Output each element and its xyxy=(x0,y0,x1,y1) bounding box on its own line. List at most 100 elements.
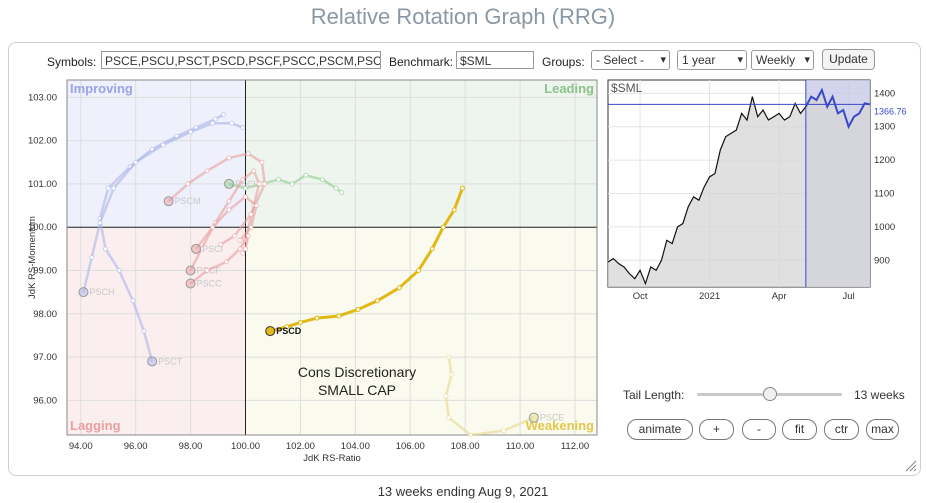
rrg-point xyxy=(237,237,243,243)
rrg-point xyxy=(221,112,227,118)
rrg-point xyxy=(102,246,108,252)
benchmark-chart: 900 1000 1100 1200 1300 1400 Oct 2021 Apr Jul 1366… xyxy=(607,79,907,302)
zoom-in-button[interactable]: + xyxy=(699,419,734,440)
rrg-point xyxy=(240,250,246,256)
rrg-point xyxy=(240,177,246,183)
rrg-point xyxy=(251,168,257,174)
rrg-symbol-label: PSCT xyxy=(158,356,183,366)
animate-button[interactable]: animate xyxy=(627,419,693,440)
rrg-point xyxy=(218,242,224,248)
rrg-point xyxy=(242,185,248,191)
rrg-point xyxy=(253,203,259,209)
tail-length-slider-knob[interactable] xyxy=(762,387,777,401)
rrg-point xyxy=(160,142,166,148)
rrg-symbol-label: PSCI xyxy=(202,244,223,254)
rrg-point xyxy=(130,298,136,304)
rrg-point xyxy=(275,177,281,183)
y-axis-label: JdK RS-Momentum xyxy=(27,216,38,299)
frequency-select-value: Weekly xyxy=(756,53,796,67)
rrg-head-pscf xyxy=(185,265,196,276)
rrg-point xyxy=(111,185,117,191)
rrg-point xyxy=(248,211,254,217)
rrg-point xyxy=(259,159,265,165)
rrg-point xyxy=(89,255,95,260)
quadrant-label-weakening: Weakening xyxy=(526,418,594,433)
x-axis-label: JdK RS-Ratio xyxy=(303,453,361,464)
rrg-head-pscu xyxy=(224,178,235,189)
x-tick-label: 96.00 xyxy=(124,441,148,452)
rrg-point xyxy=(232,233,238,239)
symbols-input[interactable]: PSCE,PSCU,PSCT,PSCD,PSCF,PSCC,PSCM,PSCI xyxy=(101,51,381,69)
quadrant-label-leading: Leading xyxy=(544,81,594,96)
rrg-tail-psch xyxy=(82,122,244,293)
benchmark-label: Benchmark: xyxy=(389,55,454,69)
page-title: Relative Rotation Graph (RRG) xyxy=(310,4,616,29)
rrg-point xyxy=(248,224,254,230)
x-tick-label: 110.00 xyxy=(506,441,534,452)
frequency-select[interactable]: Weekly xyxy=(751,50,814,70)
rrg-point xyxy=(226,207,232,213)
rrg-symbol-label: PSCM xyxy=(175,196,201,206)
max-button[interactable]: max xyxy=(866,419,899,440)
rrg-point xyxy=(451,207,457,213)
x-tick-label: 94.00 xyxy=(69,441,93,452)
rrg-point xyxy=(396,285,402,291)
annotation-line1: Cons Discretionary xyxy=(298,364,416,380)
rrg-point xyxy=(289,181,295,187)
rrg-symbol-label: PSCE xyxy=(540,413,565,423)
rrg-point xyxy=(319,177,325,183)
current-value-label: 1366.76 xyxy=(874,106,907,116)
rrg-symbol-label: PSCH xyxy=(89,287,114,297)
plot-border xyxy=(66,79,598,436)
rrg-point xyxy=(237,246,243,252)
period-select-value: 1 year xyxy=(682,53,716,67)
rrg-point xyxy=(245,233,251,239)
rrg-point xyxy=(262,181,268,187)
rrg-point xyxy=(459,185,465,191)
y-tick-label: 102.00 xyxy=(28,136,57,147)
quadrant-label-improving: Improving xyxy=(70,81,133,96)
rrg-point xyxy=(141,328,147,334)
fit-button[interactable]: fit xyxy=(782,419,817,440)
rrg-panel: Symbols: PSCE,PSCU,PSCT,PSCD,PSCF,PSCC,P… xyxy=(8,42,921,476)
groups-select-value: - Select - xyxy=(596,53,645,67)
rrg-head-psch xyxy=(78,287,89,298)
zoom-out-button[interactable]: - xyxy=(742,419,776,440)
x-tick-label: 104.00 xyxy=(341,441,370,452)
y-tick-label: 97.00 xyxy=(33,352,57,363)
center-button[interactable]: ctr xyxy=(824,419,859,440)
y-tick-label: 103.00 xyxy=(28,92,57,103)
groups-select[interactable]: - Select - xyxy=(591,50,670,70)
rrg-point xyxy=(242,246,248,252)
rrg-head-pscd xyxy=(265,326,276,337)
rrg-point xyxy=(204,168,210,174)
x-tick-label: 106.00 xyxy=(396,441,425,452)
update-button[interactable]: Update xyxy=(822,49,875,70)
benchmark-line xyxy=(607,96,807,286)
rrg-point xyxy=(133,159,139,165)
period-select[interactable]: 1 year xyxy=(677,50,747,70)
mini-y-tick-label: 1100 xyxy=(874,189,894,200)
rrg-point xyxy=(185,181,191,187)
mini-x-tick-label: Apr xyxy=(772,291,787,302)
tail-length-slider[interactable] xyxy=(697,387,842,401)
y-tick-label: 99.00 xyxy=(33,265,57,276)
rrg-point xyxy=(284,324,290,330)
rrg-point xyxy=(226,155,232,161)
rrg-point xyxy=(314,315,320,321)
rrg-point xyxy=(374,298,380,304)
mini-x-tick-label: Jul xyxy=(843,291,855,302)
mini-y-tick-label: 1400 xyxy=(874,88,895,99)
rrg-point xyxy=(229,120,235,126)
rrg-point xyxy=(468,432,474,438)
rrg-point xyxy=(501,428,507,434)
tail-length-label: Tail Length: xyxy=(623,388,685,402)
resize-grip-icon[interactable] xyxy=(903,458,917,472)
rrg-point xyxy=(240,125,246,131)
benchmark-line-recent xyxy=(804,87,871,130)
benchmark-input[interactable]: $SML xyxy=(456,51,534,69)
rrg-point xyxy=(242,194,248,200)
mini-x-tick-label: Oct xyxy=(633,291,648,302)
rrg-symbol-label: PSCC xyxy=(197,278,223,288)
x-tick-label: 98.00 xyxy=(179,441,203,452)
